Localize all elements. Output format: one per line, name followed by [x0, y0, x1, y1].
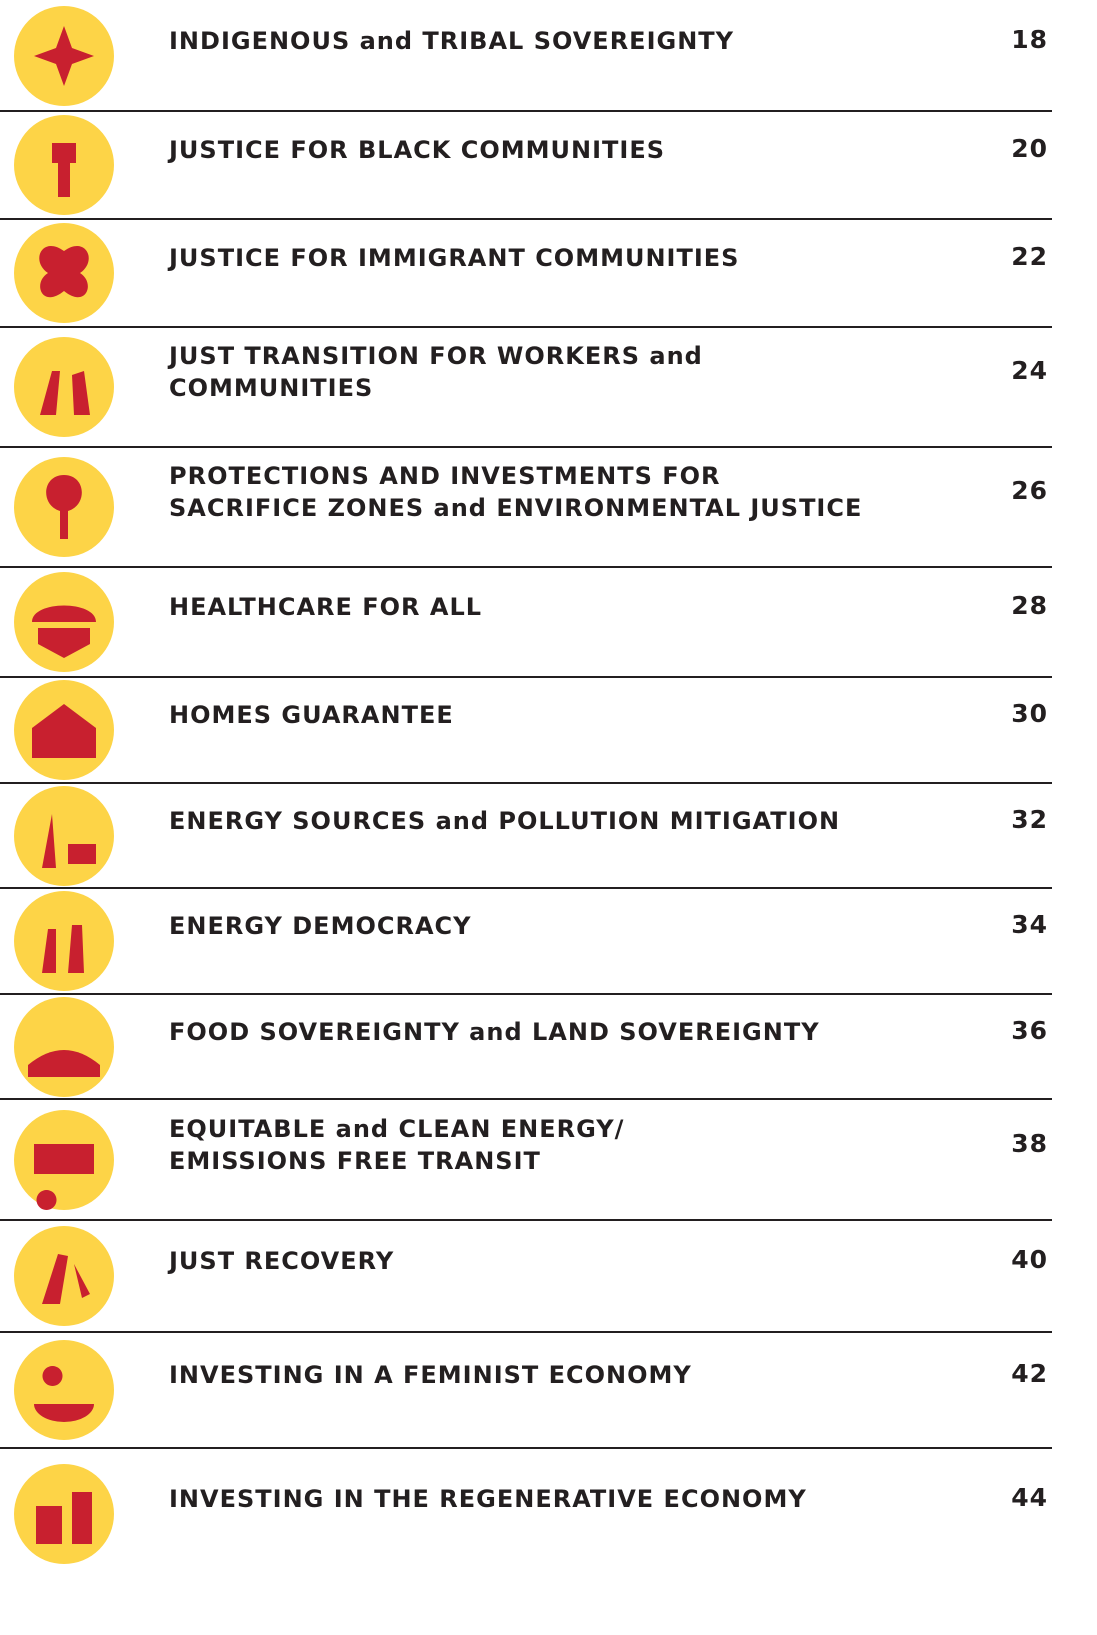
icon-circle: [14, 891, 114, 991]
page-number: 28: [1011, 591, 1048, 620]
toc-row: JUSTICE FOR BLACK COMMUNITIES 20: [0, 111, 1052, 219]
section-title: HOMES GUARANTEE: [169, 699, 929, 731]
toc-row: HEALTHCARE FOR ALL 28: [0, 567, 1052, 677]
title-line: HEALTHCARE FOR ALL: [169, 591, 929, 623]
icon-motif: [39, 246, 88, 297]
title-line: JUST TRANSITION FOR WORKERS and: [169, 340, 929, 372]
page-number: 22: [1011, 242, 1048, 271]
section-icon: [12, 784, 116, 888]
page-number: 18: [1011, 25, 1048, 54]
section-title: FOOD SOVEREIGNTY and LAND SOVEREIGNTY: [169, 1016, 929, 1048]
section-title: INVESTING IN THE REGENERATIVE ECONOMY: [169, 1483, 929, 1515]
section-icon: [12, 1108, 116, 1212]
icon-circle: [14, 1464, 114, 1564]
icon-circle: [14, 997, 114, 1097]
section-icon: [12, 1224, 116, 1328]
section-title: ENERGY DEMOCRACY: [169, 910, 929, 942]
title-line: EQUITABLE and CLEAN ENERGY/: [169, 1113, 929, 1145]
page-number: 30: [1011, 699, 1048, 728]
page-number: 26: [1011, 476, 1048, 505]
section-title: INVESTING IN A FEMINIST ECONOMY: [169, 1359, 929, 1391]
title-line: FOOD SOVEREIGNTY and LAND SOVEREIGNTY: [169, 1016, 929, 1048]
title-line: ENERGY SOURCES and POLLUTION MITIGATION: [169, 805, 929, 837]
section-icon: [12, 1338, 116, 1442]
section-icon: [12, 570, 116, 674]
title-line: HOMES GUARANTEE: [169, 699, 929, 731]
title-line: INVESTING IN THE REGENERATIVE ECONOMY: [169, 1483, 929, 1515]
title-line: JUSTICE FOR BLACK COMMUNITIES: [169, 134, 929, 166]
page-number: 40: [1011, 1245, 1048, 1274]
title-line: PROTECTIONS AND INVESTMENTS FOR: [169, 460, 929, 492]
title-line: EMISSIONS FREE TRANSIT: [169, 1145, 929, 1177]
page-number: 20: [1011, 134, 1048, 163]
icon-circle: [14, 786, 114, 886]
toc-row: EQUITABLE and CLEAN ENERGY/EMISSIONS FRE…: [0, 1099, 1052, 1220]
section-title: HEALTHCARE FOR ALL: [169, 591, 929, 623]
toc-row: ENERGY DEMOCRACY 34: [0, 888, 1052, 994]
toc-row: INDIGENOUS and TRIBAL SOVEREIGNTY 18: [0, 0, 1052, 111]
title-line: COMMUNITIES: [169, 372, 929, 404]
title-line: JUSTICE FOR IMMIGRANT COMMUNITIES: [169, 242, 929, 274]
section-icon: [12, 4, 116, 108]
title-line: ENERGY DEMOCRACY: [169, 910, 929, 942]
title-line: INVESTING IN A FEMINIST ECONOMY: [169, 1359, 929, 1391]
toc-row: FOOD SOVEREIGNTY and LAND SOVEREIGNTY 36: [0, 994, 1052, 1099]
title-line: JUST RECOVERY: [169, 1245, 929, 1277]
title-line: SACRIFICE ZONES and ENVIRONMENTAL JUSTIC…: [169, 492, 929, 524]
icon-circle: [14, 337, 114, 437]
section-icon: [12, 221, 116, 325]
page-number: 32: [1011, 805, 1048, 834]
toc-page: {"entries": [ {"title": ["INDIGENOUS and…: [0, 0, 1097, 1635]
section-title: ENERGY SOURCES and POLLUTION MITIGATION: [169, 805, 929, 837]
page-number: 38: [1011, 1129, 1048, 1158]
icon-circle: [14, 1340, 114, 1440]
section-icon: [12, 113, 116, 217]
section-title: JUSTICE FOR IMMIGRANT COMMUNITIES: [169, 242, 929, 274]
section-title: EQUITABLE and CLEAN ENERGY/EMISSIONS FRE…: [169, 1113, 929, 1177]
toc-row: JUST RECOVERY 40: [0, 1220, 1052, 1332]
page-number: 36: [1011, 1016, 1048, 1045]
section-icon: [12, 995, 116, 1099]
section-icon: [12, 455, 116, 559]
section-icon: [12, 678, 116, 782]
section-title: JUST RECOVERY: [169, 1245, 929, 1277]
title-line: INDIGENOUS and TRIBAL SOVEREIGNTY: [169, 25, 929, 57]
section-title: JUSTICE FOR BLACK COMMUNITIES: [169, 134, 929, 166]
section-icon: [12, 1462, 116, 1566]
page-number: 24: [1011, 356, 1048, 385]
toc-row: JUSTICE FOR IMMIGRANT COMMUNITIES 22: [0, 219, 1052, 327]
toc-row: HOMES GUARANTEE 30: [0, 677, 1052, 783]
page-number: 34: [1011, 910, 1048, 939]
toc-row: INVESTING IN THE REGENERATIVE ECONOMY 44: [0, 1448, 1052, 1580]
section-title: INDIGENOUS and TRIBAL SOVEREIGNTY: [169, 25, 929, 57]
section-icon: [12, 335, 116, 439]
section-icon: [12, 889, 116, 993]
toc-row: ENERGY SOURCES and POLLUTION MITIGATION 3…: [0, 783, 1052, 888]
toc-row: INVESTING IN A FEMINIST ECONOMY 42: [0, 1332, 1052, 1448]
page-number: 44: [1011, 1483, 1048, 1512]
page-number: 42: [1011, 1359, 1048, 1388]
